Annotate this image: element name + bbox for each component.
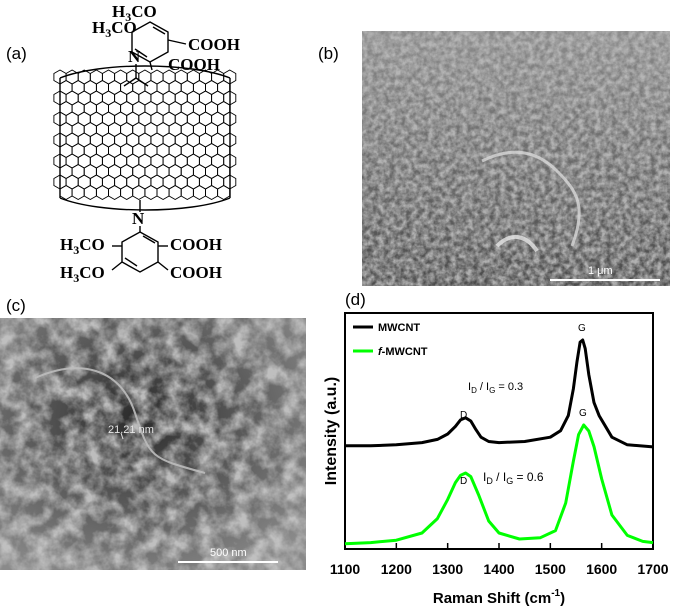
functionalized-nanotube-structure: H3CO H3CO COOH COOH N N H3CO COOH H3CO C… [53,2,240,285]
scale-bar-c [178,561,278,563]
x-tick-label: 1600 [586,561,617,577]
panel-label-b: (b) [318,44,339,63]
legend: MWCNT f-MWCNT [353,322,428,358]
top-methoxy-2: H3CO [92,18,137,40]
y-axis-label: Intensity (a.u.) [323,377,340,485]
series-line-f-mwcnt [344,423,654,546]
panel-label-d: (d) [345,290,366,309]
lattice-hexagon [144,184,158,201]
legend-label-f-mwcnt: f-MWCNT [378,346,428,358]
scale-bar-b [550,279,660,281]
x-axis-ticks: 1100 1200 1300 1400 1500 1600 1700 [330,543,669,577]
x-tick-label: 1700 [637,561,668,577]
panel-label-c: (c) [6,296,26,315]
lattice-hexagon [217,184,231,201]
x-tick-label: 1100 [330,561,361,577]
peak-label-g-f-mwcnt: G [579,408,587,419]
raman-chart: 1100 1200 1300 1400 1500 1600 1700 MWCNT f-MWC… [323,312,669,607]
tube-outline [59,197,231,211]
series-lines [344,338,654,546]
sem-image-b: 1 μm [362,31,670,286]
lattice-hexagon [192,184,206,201]
lattice-hexagon [205,184,219,201]
x-tick-label: 1500 [535,561,566,577]
bottom-methoxy-2: H3CO [60,263,105,285]
lattice-hexagon [168,184,182,201]
scale-bar-label-c: 500 nm [210,547,247,559]
legend-label-mwcnt: MWCNT [378,322,420,334]
x-axis-label: Raman Shift (cm-1) [433,588,565,607]
bottom-carboxyl-1: COOH [170,235,222,254]
bottom-nitrogen: N [132,209,145,228]
lattice-hexagon [71,184,85,201]
bottom-benzene-ring [111,200,169,273]
x-tick-label: 1400 [483,561,514,577]
diameter-measurement-label: 21.21 nm [108,424,154,436]
sem-texture-b [362,31,670,286]
lattice-hexagon [156,184,170,201]
x-tick-label: 1200 [381,561,412,577]
ratio-f-mwcnt: ID / IG = 0.6 [483,470,544,486]
top-methoxy-1: H3CO [112,2,157,24]
lattice-hexagon [132,184,146,201]
ratio-mwcnt: ID / IG = 0.3 [468,381,523,395]
panel-label-a: (a) [6,44,27,63]
nanotube-lattice [53,65,237,211]
series-line-mwcnt [345,338,654,449]
top-nitrogen: N [128,47,141,66]
lattice-hexagon [120,184,134,201]
peak-label-d-f-mwcnt: D [460,476,467,487]
lattice-hexagon [108,184,122,201]
scale-bar-label-b: 1 μm [588,265,613,277]
lattice-hexagon [83,184,97,201]
peak-label-d-mwcnt: D [460,410,467,421]
peak-label-g-mwcnt: G [578,323,586,334]
sem-image-c: 21.21 nm 500 nm [0,318,306,570]
lattice-hexagon [180,184,194,201]
sem-texture-c [0,318,306,570]
lattice-hexagon [95,184,109,201]
top-carboxyl-1: COOH [188,35,240,54]
top-carboxyl-2: COOH [168,55,220,74]
x-tick-label: 1300 [432,561,463,577]
lattice-hexagon [59,184,73,201]
tube-outline [59,65,231,79]
bottom-carboxyl-2: COOH [170,263,222,282]
bottom-methoxy-1: H3CO [60,235,105,257]
